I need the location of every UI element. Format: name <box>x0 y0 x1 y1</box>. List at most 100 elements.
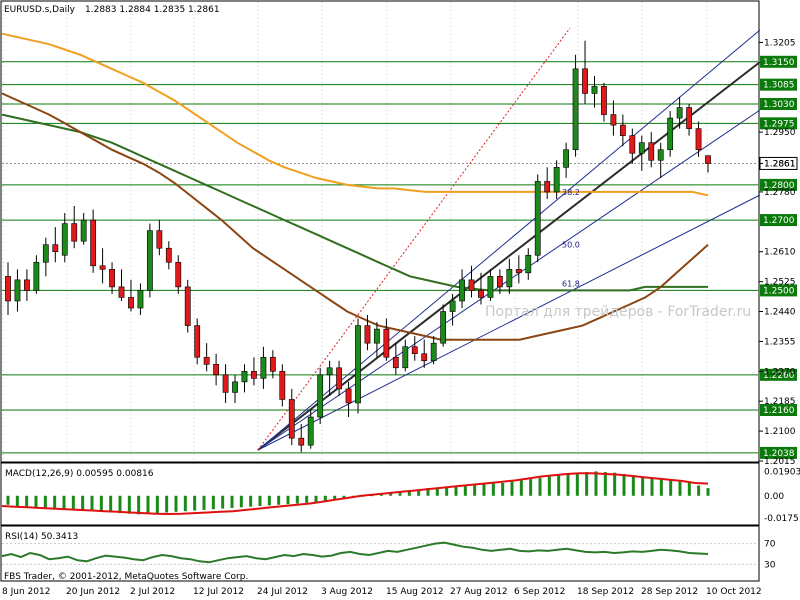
ma-fast-line <box>1 92 709 341</box>
time-label: 28 Sep 2012 <box>641 587 698 597</box>
macd-bar <box>641 476 645 496</box>
candle-body <box>42 244 49 263</box>
candle-body <box>156 230 163 249</box>
candle-body <box>506 269 513 288</box>
macd-bar <box>557 475 561 496</box>
candle-body <box>213 363 220 376</box>
macd-panel: 0.01903 0.00 -0.0175 <box>1 467 800 524</box>
macd-bar <box>697 485 701 496</box>
candle-body <box>80 219 87 242</box>
time-label: 20 Jun 2012 <box>66 587 120 597</box>
candle-body <box>440 311 447 344</box>
candle-body <box>449 300 456 312</box>
price-tick-label: 1.2780 <box>764 188 796 198</box>
candle-body <box>137 290 144 309</box>
candle-body <box>534 181 541 256</box>
candle-body <box>288 399 295 439</box>
watermark: Портал для трейдеров - ForTrader.ru <box>485 304 751 320</box>
macd-bar <box>389 492 393 496</box>
ma-mid-line <box>1 113 708 292</box>
candle-body <box>487 276 494 298</box>
time-label: 8 Jun 2012 <box>2 587 50 597</box>
level-price-box <box>760 98 797 110</box>
candle-body <box>279 371 286 400</box>
macd-bar <box>473 484 477 496</box>
time-axis: 8 Jun 2012 20 Jun 2012 2 Jul 2012 12 Jul 20… <box>2 587 762 597</box>
macd-tick-label: 0.00 <box>764 492 784 502</box>
candle-body <box>468 279 475 291</box>
macd-bar <box>109 495 113 513</box>
macd-bar <box>146 495 150 514</box>
rsi-panel-frame <box>0 525 760 582</box>
macd-bar <box>267 495 271 506</box>
candle-body <box>146 230 153 291</box>
macd-bar <box>202 495 206 510</box>
candle-body <box>383 328 390 358</box>
time-label: 6 Sep 2012 <box>514 587 565 597</box>
macd-bar <box>659 479 663 496</box>
candle-body <box>686 107 692 129</box>
candle-body <box>374 328 380 344</box>
macd-bar <box>90 495 94 512</box>
level-price-label: 1.2160 <box>763 406 795 416</box>
level-price-box <box>760 55 797 68</box>
macd-bar <box>678 481 682 496</box>
candle-body <box>582 68 588 94</box>
candle-body <box>326 367 333 376</box>
candle-body <box>165 247 172 263</box>
macd-bar <box>538 477 542 496</box>
macd-bar <box>529 479 533 496</box>
candle-body <box>222 374 229 393</box>
macd-bar <box>463 485 467 496</box>
candle-body <box>402 346 409 369</box>
price-tick-label: 1.2525 <box>764 278 796 288</box>
candle-body <box>24 279 30 291</box>
candle-body <box>364 325 371 344</box>
macd-bar <box>547 476 551 496</box>
candle-body <box>203 356 210 365</box>
candle-body <box>591 86 598 94</box>
main-panel-frame <box>0 0 760 463</box>
price-tick-label: 1.2950 <box>764 128 796 138</box>
macd-bar <box>305 495 309 503</box>
macd-bar <box>127 495 131 514</box>
candle-body <box>317 374 324 418</box>
price-tick-label: 1.2100 <box>764 427 796 437</box>
macd-bar <box>417 489 421 496</box>
fib-label: 38.2 <box>562 188 580 197</box>
candle-body <box>61 223 68 256</box>
candle-body <box>705 155 711 164</box>
macd-tick-label: 0.01903 <box>764 467 800 477</box>
price-axis: 1.3205 1.2950 1.2861 1.2780 1.2610 1.2525 1.24… <box>759 38 796 467</box>
candle-body <box>298 437 305 446</box>
macd-bar <box>650 477 654 496</box>
macd-bar <box>491 483 495 496</box>
rsi-tick-label: 70 <box>764 540 776 550</box>
macd-bar <box>81 495 85 511</box>
price-tick-label: 1.2440 <box>764 308 796 318</box>
price-tick-label: 1.2355 <box>764 337 796 347</box>
candle-body <box>695 128 702 151</box>
macd-bar <box>323 495 327 502</box>
candle-body <box>676 107 683 119</box>
candle-body <box>392 356 399 369</box>
macd-bar <box>34 495 38 508</box>
candle-body <box>33 261 40 291</box>
macd-bar <box>137 495 141 515</box>
moving-averages <box>1 32 709 341</box>
level-price-box <box>760 178 797 191</box>
candle-body <box>307 416 314 446</box>
macd-bar <box>445 486 449 496</box>
macd-bar <box>519 480 523 496</box>
macd-bar <box>566 473 570 496</box>
candle-body <box>175 261 182 288</box>
candle-body <box>194 325 201 358</box>
level-price-label: 1.2038 <box>763 449 795 459</box>
price-tick-label: 1.3205 <box>764 38 796 48</box>
macd-bar <box>501 482 505 496</box>
macd-bar <box>43 495 47 508</box>
macd-bar <box>585 472 589 496</box>
time-label: 18 Sep 2012 <box>577 587 634 597</box>
candle-body <box>657 149 664 161</box>
